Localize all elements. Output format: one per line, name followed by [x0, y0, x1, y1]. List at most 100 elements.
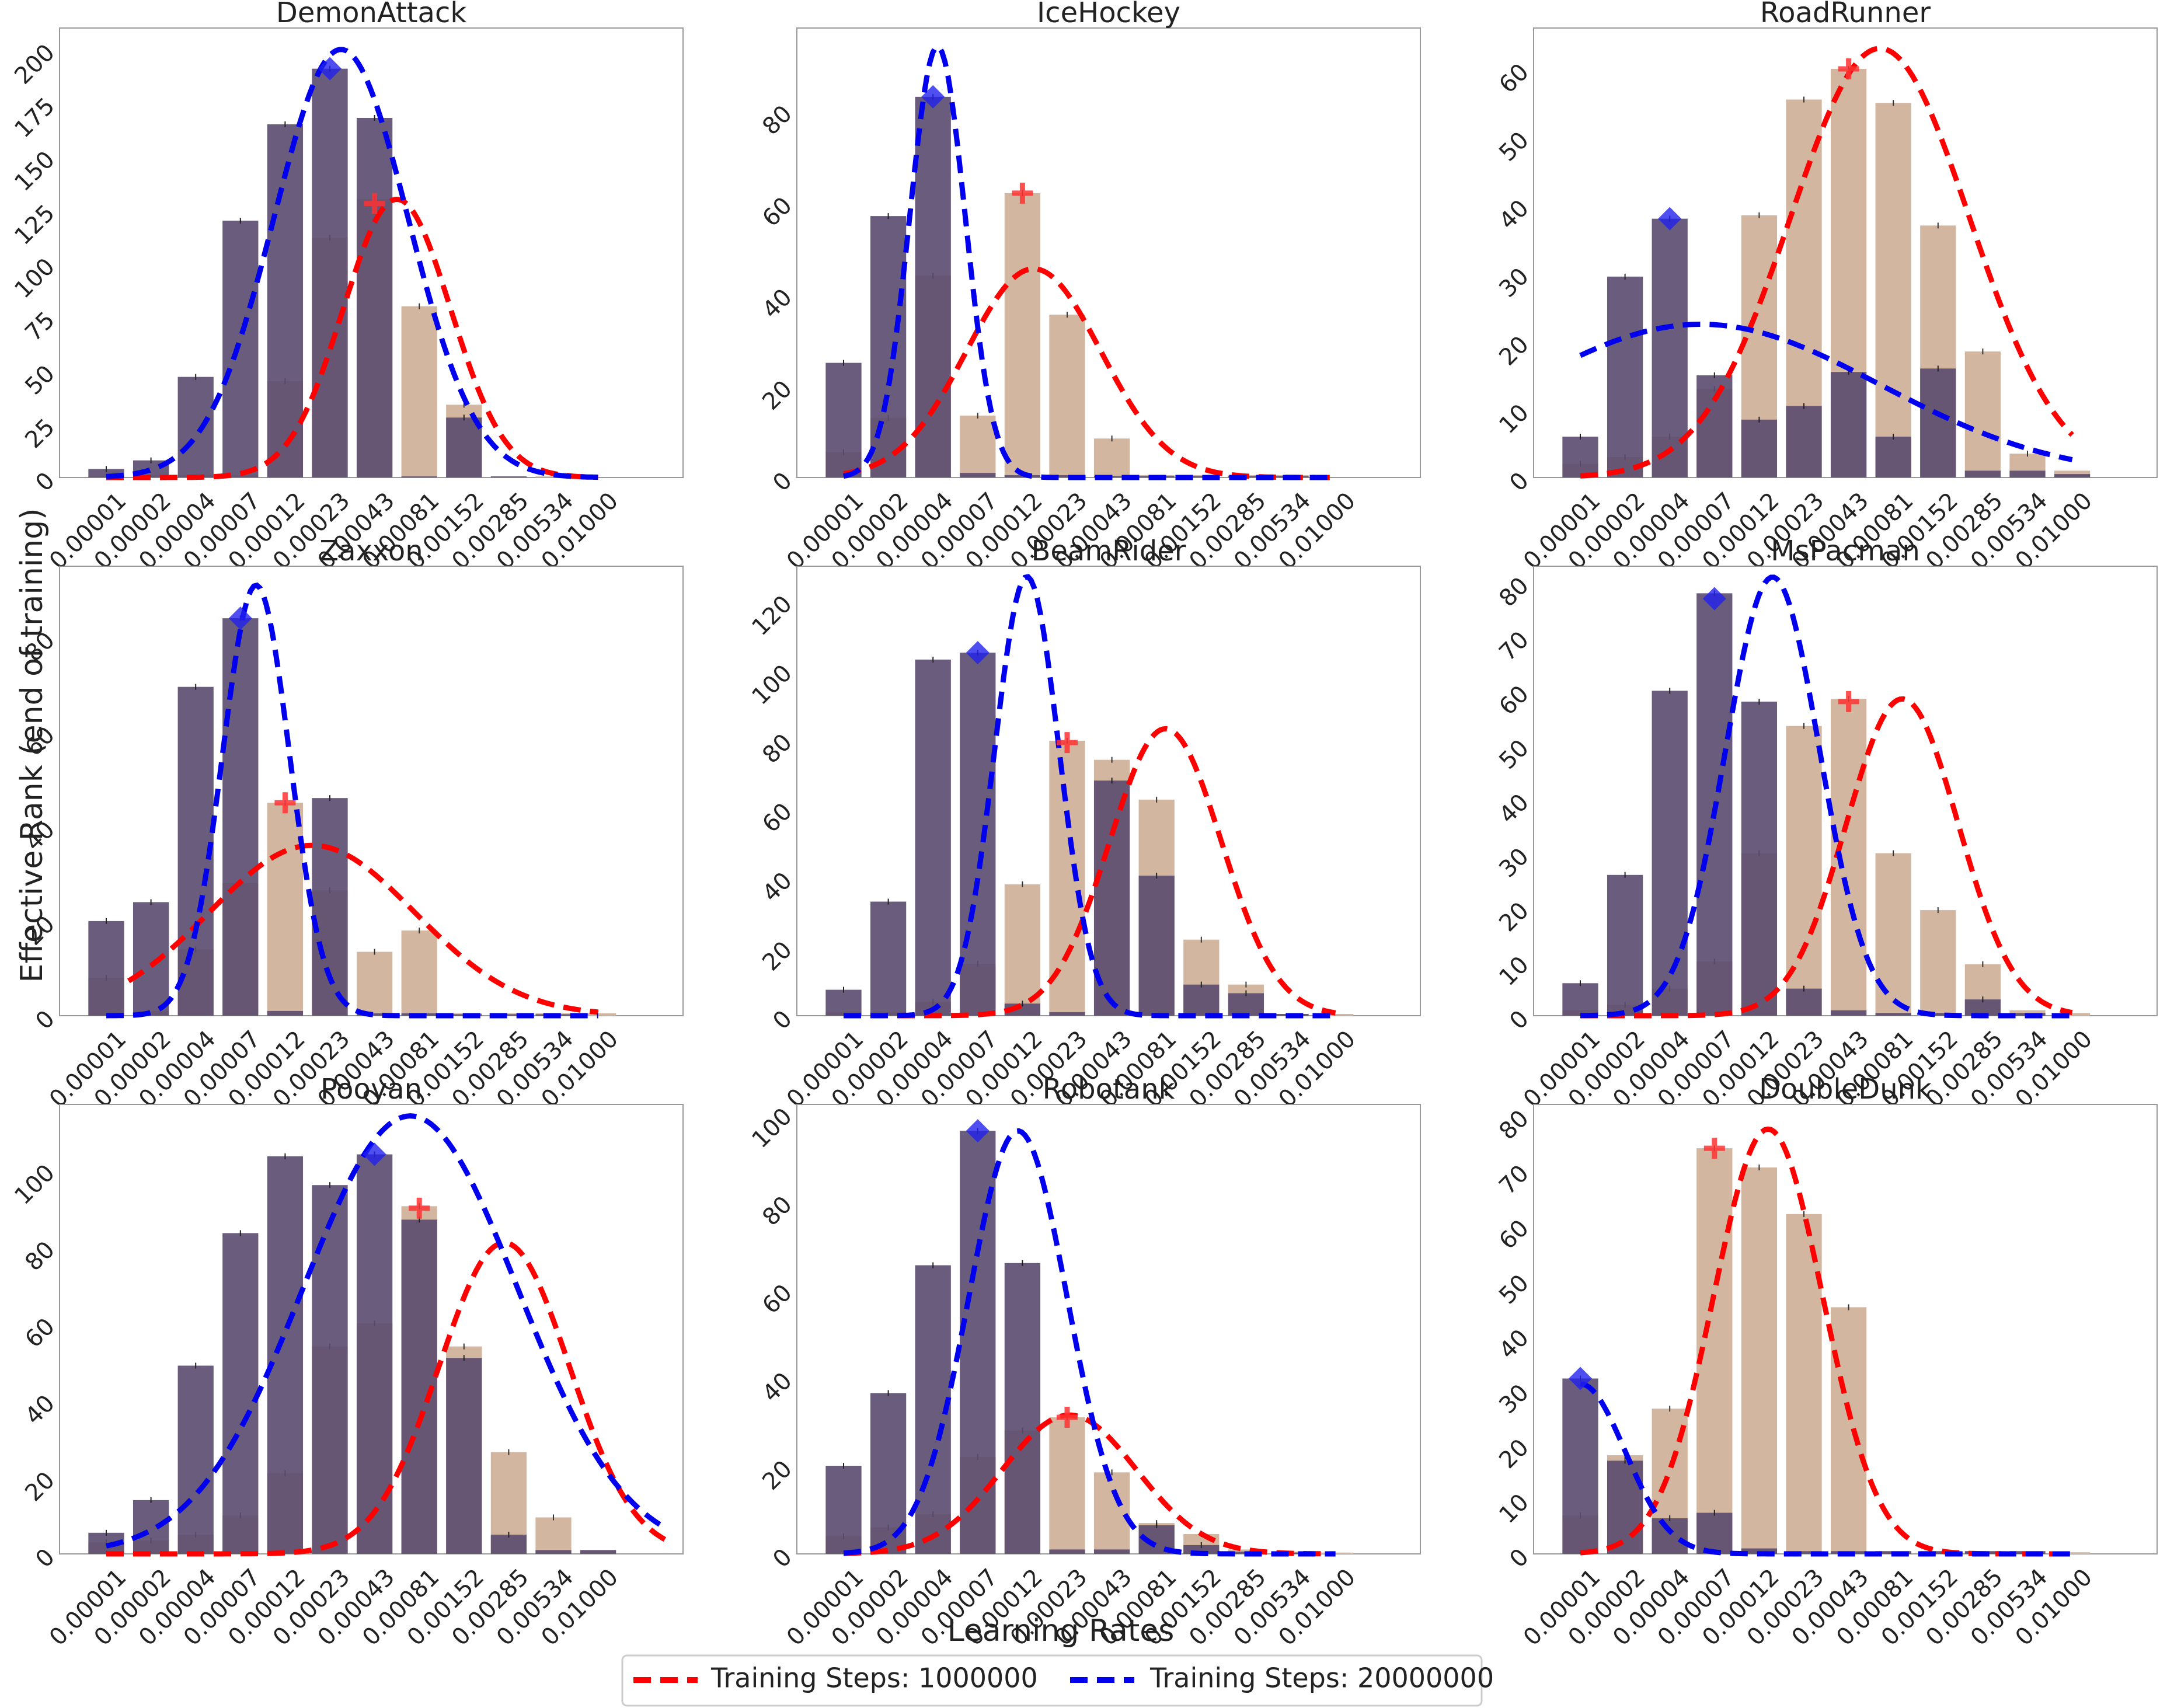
bar-1m-0.00043 — [356, 951, 393, 1016]
y-tick-label: 0 — [768, 467, 797, 497]
bar-20m-0.00081 — [1138, 876, 1175, 1016]
bar-20m-0.00004 — [915, 659, 951, 1016]
legend-label-20m: Training Steps: 20000000 — [1149, 1662, 1494, 1694]
fit-curve-1m — [843, 1412, 1336, 1557]
y-tick-label: 40 — [757, 867, 797, 907]
y-tick-label: 60 — [757, 192, 797, 232]
best-marker-1m — [1703, 1138, 1725, 1159]
y-tick-label: 80 — [1494, 1105, 1534, 1145]
bar-20m-0.00023 — [1786, 406, 1822, 477]
y-tick-label: 40 — [1494, 195, 1534, 235]
best-marker-20m — [1569, 1367, 1592, 1390]
y-tick-label: 0 — [30, 467, 60, 497]
best-marker-1m — [1057, 732, 1078, 754]
bar-20m-0.00012 — [267, 1156, 304, 1554]
y-tick-label: 60 — [757, 1279, 797, 1319]
y-tick-label: 175 — [9, 93, 60, 144]
bar-20m-0.00012 — [267, 1010, 304, 1016]
y-tick-label: 25 — [20, 414, 60, 454]
y-tick-label: 10 — [1494, 1489, 1534, 1529]
best-marker-20m — [921, 85, 945, 109]
bar-20m-0.00285 — [490, 1014, 527, 1016]
bar-20m-0.00002 — [1607, 874, 1643, 1016]
bar-20m-0.00007 — [960, 653, 996, 1016]
bar-20m-0.00023 — [1049, 1549, 1085, 1554]
best-marker-20m — [966, 1119, 990, 1143]
bar-20m-0.00043 — [1830, 372, 1867, 477]
y-tick-label: 50 — [1494, 1270, 1534, 1310]
bar-20m-0.00081 — [1875, 1013, 1911, 1016]
fit-curve-20m — [106, 582, 598, 1019]
fit-curve-20m — [1579, 322, 2073, 462]
best-marker-20m — [228, 606, 252, 630]
best-marker-1m — [1838, 691, 1859, 712]
bar-20m-0.00001 — [88, 921, 124, 1016]
bar-20m-0.00001 — [1562, 983, 1598, 1016]
y-tick-label: 50 — [20, 360, 60, 400]
best-marker-1m — [364, 193, 385, 214]
subplot-zaxxon: Zaxxon0204060800.000010.000020.000040.00… — [20, 535, 684, 1113]
bar-1m-0.00081 — [401, 306, 437, 477]
best-marker-20m — [318, 57, 342, 81]
y-tick-label: 70 — [1494, 1160, 1534, 1200]
bar-1m-0.00023 — [1786, 1214, 1822, 1554]
bar-20m-0.00023 — [1786, 988, 1822, 1016]
y-tick-label: 20 — [1494, 1434, 1534, 1475]
bar-1m-0.00285 — [1964, 351, 2001, 477]
legend-label-1m: Training Steps: 1000000 — [710, 1662, 1038, 1694]
bar-20m-0.00285 — [1228, 993, 1264, 1016]
fit-curve-20m — [843, 44, 1336, 480]
fit-curve-20m — [1580, 1381, 2072, 1557]
bar-20m-0.00002 — [133, 1500, 169, 1554]
y-tick-label: 30 — [1494, 843, 1534, 883]
bar-20m-0.00043 — [356, 1013, 393, 1016]
bar-1m-0.00012 — [1741, 1167, 1778, 1554]
y-tick-label: 10 — [1494, 399, 1534, 440]
y-tick-label: 100 — [747, 1103, 797, 1153]
bar-20m-0.00007 — [960, 473, 996, 477]
best-marker-20m — [966, 641, 990, 665]
fit-curve-1m — [843, 266, 1336, 480]
y-tick-label: 10 — [1494, 951, 1534, 992]
subplot-title: DemonAttack — [276, 0, 466, 29]
bar-20m-0.00152 — [1920, 368, 1956, 477]
fit-curve-20m — [106, 47, 598, 480]
bar-20m-0.00002 — [870, 901, 907, 1016]
y-tick-label: 100 — [747, 660, 797, 710]
y-tick-label: 40 — [1494, 789, 1534, 829]
y-tick-label: 20 — [1494, 897, 1534, 937]
bar-20m-0.00012 — [1004, 1263, 1041, 1554]
y-tick-label: 75 — [20, 306, 60, 347]
subplot-icehockey: IceHockey0204060800.000010.000020.000040… — [757, 0, 1421, 574]
subplot-title: RoadRunner — [1760, 0, 1931, 29]
bar-20m-0.00081 — [1875, 437, 1911, 477]
subplot-roadrunner: RoadRunner01020304050600.000010.000020.0… — [1494, 0, 2158, 574]
y-tick-label: 80 — [1494, 572, 1534, 612]
y-tick-label: 100 — [9, 253, 60, 304]
bar-20m-0.00007 — [222, 221, 259, 477]
y-tick-label: 0 — [1504, 1543, 1534, 1573]
fit-curve-20m — [106, 1113, 667, 1549]
bar-20m-0.00007 — [222, 1233, 259, 1554]
subplot-title: DoubleDunk — [1759, 1073, 1932, 1106]
bar-1m-0.00534 — [535, 1517, 572, 1554]
bar-1m-0.00152 — [1920, 910, 1956, 1016]
y-tick-label: 20 — [757, 936, 797, 977]
y-axis-label: Effective Rank (end of training) — [15, 508, 50, 982]
bar-20m-0.00023 — [312, 68, 348, 477]
best-marker-1m — [1012, 182, 1033, 204]
bar-20m-0.00285 — [490, 476, 527, 477]
best-marker-20m — [1658, 207, 1682, 231]
subplot-grid: DemonAttack02550751001251501752000.00001… — [9, 0, 2158, 1651]
y-tick-label: 40 — [757, 1367, 797, 1407]
legend: Training Steps: 1000000 Training Steps: … — [621, 1654, 1494, 1707]
bar-1m-0.01000 — [2054, 1552, 2091, 1554]
y-tick-label: 0 — [768, 1005, 797, 1035]
best-marker-1m — [274, 792, 296, 814]
bar-20m-0.00004 — [915, 96, 951, 477]
y-tick-label: 40 — [20, 1390, 60, 1430]
fit-curve-20m — [843, 1128, 1336, 1557]
bar-20m-0.00004 — [1652, 691, 1688, 1016]
bar-20m-0.00152 — [446, 417, 482, 477]
